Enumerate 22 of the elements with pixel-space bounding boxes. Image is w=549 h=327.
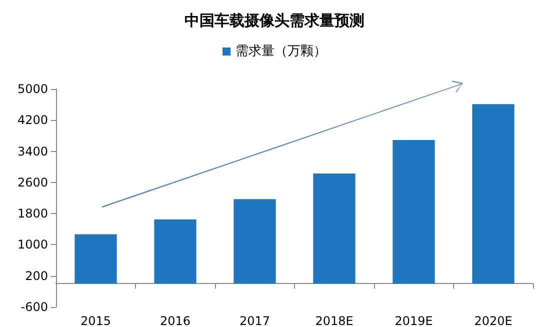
x-tick-label: 2017 bbox=[239, 314, 270, 327]
bar bbox=[472, 104, 514, 284]
x-tick-label: 2015 bbox=[80, 314, 112, 327]
bar bbox=[154, 219, 196, 284]
y-tick-label: 5000 bbox=[17, 82, 48, 96]
y-tick-label: 2600 bbox=[17, 175, 48, 190]
bar bbox=[313, 173, 356, 284]
x-tick-label: 2016 bbox=[160, 314, 191, 327]
bar bbox=[74, 234, 117, 284]
chart-title: 中国车载摄像头需求量预测 bbox=[184, 12, 364, 30]
y-tick-label: 3400 bbox=[17, 144, 48, 158]
y-tick-label: 1800 bbox=[17, 206, 48, 221]
legend-label: 需求量（万颗） bbox=[236, 44, 326, 59]
x-tick-label: 2020E bbox=[474, 314, 512, 327]
y-tick-label: 1000 bbox=[17, 238, 48, 252]
y-tick-label: -600 bbox=[20, 300, 48, 314]
x-tick-label: 2019E bbox=[394, 314, 433, 327]
y-tick-label: 4200 bbox=[17, 113, 48, 128]
y-tick-label: 200 bbox=[25, 268, 48, 283]
x-tick-label: 2018E bbox=[315, 314, 354, 327]
bar bbox=[234, 199, 276, 284]
bar bbox=[392, 140, 435, 284]
